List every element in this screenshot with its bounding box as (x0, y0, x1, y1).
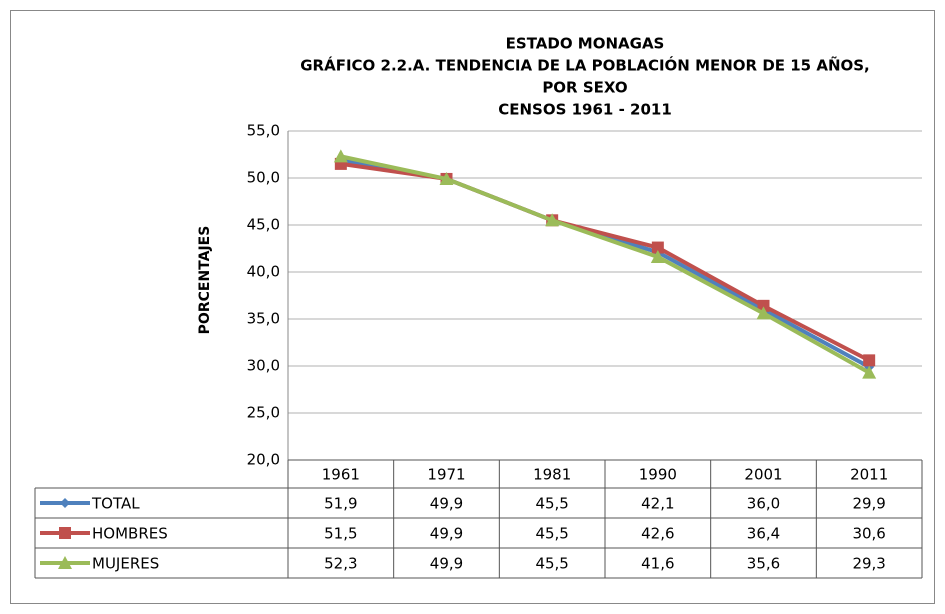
table-value: 36,0 (747, 495, 780, 513)
table-value: 49,9 (430, 555, 463, 573)
y-tick-label: 35,0 (247, 310, 280, 328)
table-value: 45,5 (535, 555, 568, 573)
x-tick-label: 2011 (850, 466, 888, 484)
table-value: 45,5 (535, 525, 568, 543)
marker (862, 365, 877, 379)
table-value: 45,5 (535, 495, 568, 513)
legend-marker (60, 498, 70, 508)
table-value: 36,4 (747, 525, 780, 543)
table-value: 35,6 (747, 555, 780, 573)
table-value: 30,6 (852, 525, 885, 543)
y-tick-label: 55,0 (247, 122, 280, 140)
chart-border (10, 10, 935, 604)
marker (756, 306, 771, 320)
chart-title: CENSOS 1961 - 2011 (498, 101, 672, 119)
legend-marker (59, 527, 71, 539)
x-tick-label: 1971 (427, 466, 465, 484)
x-tick-label: 1981 (533, 466, 571, 484)
chart-title: GRÁFICO 2.2.A. TENDENCIA DE LA POBLACIÓN… (300, 56, 870, 75)
table-value: 29,3 (852, 555, 885, 573)
table-value: 51,5 (324, 525, 357, 543)
table-value: 52,3 (324, 555, 357, 573)
x-tick-label: 2001 (744, 466, 782, 484)
marker (651, 241, 664, 254)
marker (863, 354, 876, 367)
series-line (340, 154, 871, 375)
legend-label: HOMBRES (92, 525, 168, 543)
marker (439, 171, 454, 185)
legend-label: MUJERES (92, 555, 159, 573)
table-value: 49,9 (430, 525, 463, 543)
table-value: 41,6 (641, 555, 674, 573)
y-tick-label: 40,0 (247, 263, 280, 281)
table-value: 51,9 (324, 495, 357, 513)
chart-title: ESTADO MONAGAS (506, 35, 665, 53)
x-tick-label: 1990 (639, 466, 677, 484)
table-value: 49,9 (430, 495, 463, 513)
marker (333, 149, 348, 163)
y-tick-label: 50,0 (247, 169, 280, 187)
y-tick-label: 20,0 (247, 451, 280, 469)
marker (650, 249, 665, 263)
x-tick-label: 1961 (322, 466, 360, 484)
chart-title: POR SEXO (542, 79, 627, 97)
y-axis-label: PORCENTAJES (197, 226, 213, 335)
legend-marker (58, 556, 72, 569)
marker (757, 299, 770, 312)
table-value: 42,1 (641, 495, 674, 513)
y-tick-label: 45,0 (247, 216, 280, 234)
table-value: 42,6 (641, 525, 674, 543)
y-tick-label: 30,0 (247, 357, 280, 375)
table-value: 29,9 (852, 495, 885, 513)
y-tick-label: 25,0 (247, 404, 280, 422)
legend-label: TOTAL (91, 495, 140, 513)
marker (545, 213, 560, 227)
